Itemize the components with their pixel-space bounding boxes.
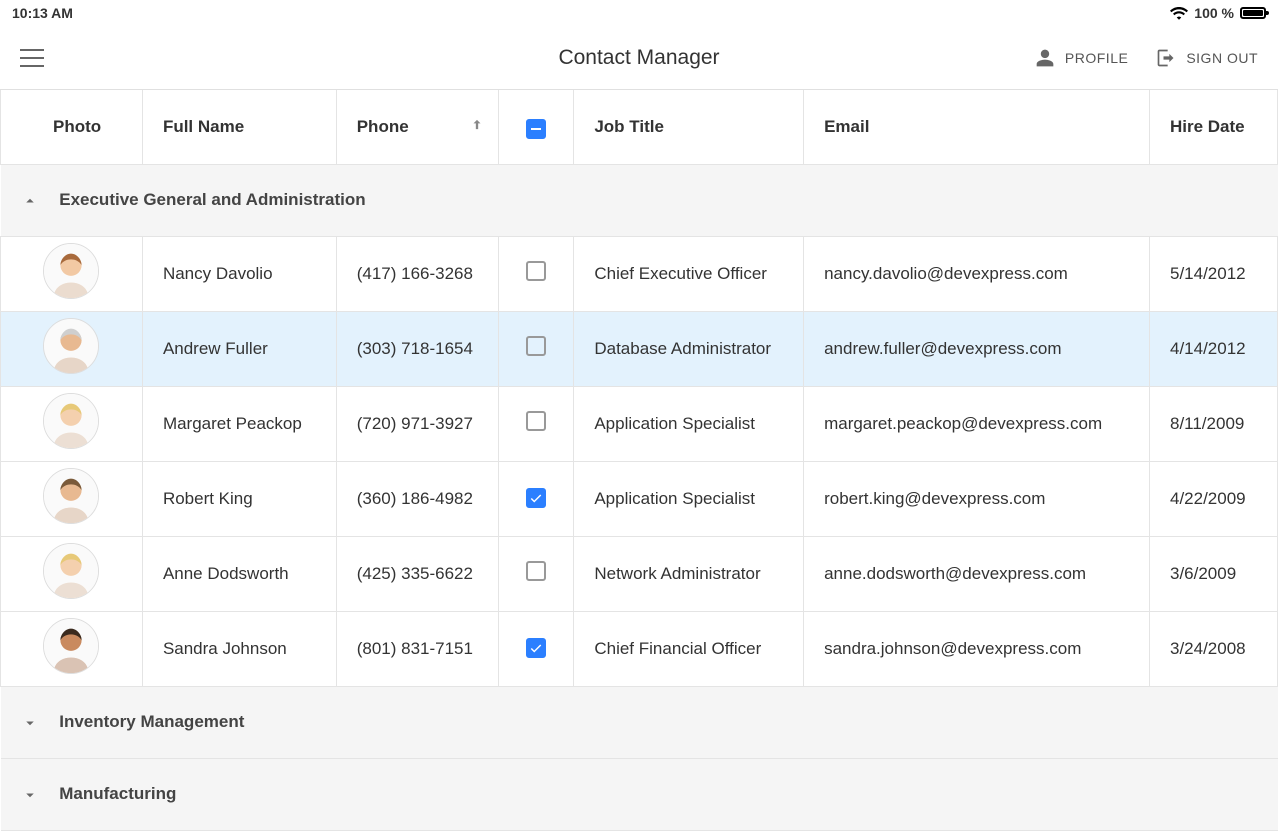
- row-checkbox[interactable]: [526, 336, 546, 356]
- cell-full-name: Robert King: [142, 461, 336, 536]
- battery-icon: [1240, 7, 1266, 19]
- cell-phone: (720) 971-3927: [336, 386, 498, 461]
- profile-button[interactable]: PROFILE: [1035, 48, 1128, 68]
- menu-button[interactable]: [20, 49, 44, 67]
- group-name: Inventory Management: [59, 712, 244, 731]
- table-row[interactable]: Andrew Fuller (303) 718-1654 Database Ad…: [1, 311, 1278, 386]
- cell-full-name: Nancy Davolio: [142, 236, 336, 311]
- contacts-table: Photo Full Name Phone Job Title Email Hi…: [0, 90, 1278, 831]
- cell-job-title: Application Specialist: [574, 461, 804, 536]
- avatar: [43, 243, 99, 299]
- cell-job-title: Chief Financial Officer: [574, 611, 804, 686]
- cell-phone: (801) 831-7151: [336, 611, 498, 686]
- cell-email: anne.dodsworth@devexpress.com: [804, 536, 1150, 611]
- table-row[interactable]: Nancy Davolio (417) 166-3268 Chief Execu…: [1, 236, 1278, 311]
- cell-hire-date: 3/6/2009: [1149, 536, 1277, 611]
- cell-full-name: Anne Dodsworth: [142, 536, 336, 611]
- chevron-down-icon: [21, 714, 41, 732]
- status-bar: 10:13 AM 100 %: [0, 0, 1278, 26]
- cell-email: nancy.davolio@devexpress.com: [804, 236, 1150, 311]
- row-checkbox[interactable]: [526, 411, 546, 431]
- group-name: Manufacturing: [59, 784, 176, 803]
- cell-job-title: Database Administrator: [574, 311, 804, 386]
- cell-hire-date: 3/24/2008: [1149, 611, 1277, 686]
- app-title: Contact Manager: [558, 46, 719, 70]
- cell-hire-date: 5/14/2012: [1149, 236, 1277, 311]
- wifi-icon: [1170, 6, 1188, 20]
- chevron-down-icon: [21, 786, 41, 804]
- signout-button[interactable]: SIGN OUT: [1156, 48, 1258, 68]
- header-checkbox-indeterminate[interactable]: [526, 119, 546, 139]
- table-row[interactable]: Anne Dodsworth (425) 335-6622 Network Ad…: [1, 536, 1278, 611]
- avatar: [43, 393, 99, 449]
- row-checkbox[interactable]: [526, 261, 546, 281]
- table-row[interactable]: Sandra Johnson (801) 831-7151 Chief Fina…: [1, 611, 1278, 686]
- battery-percent: 100 %: [1194, 5, 1234, 21]
- col-photo[interactable]: Photo: [1, 90, 143, 164]
- cell-email: robert.king@devexpress.com: [804, 461, 1150, 536]
- status-time: 10:13 AM: [12, 5, 73, 21]
- col-job-title[interactable]: Job Title: [574, 90, 804, 164]
- cell-job-title: Chief Executive Officer: [574, 236, 804, 311]
- sort-asc-icon: [470, 116, 484, 137]
- table-row[interactable]: Margaret Peackop (720) 971-3927 Applicat…: [1, 386, 1278, 461]
- col-full-name[interactable]: Full Name: [142, 90, 336, 164]
- group-header[interactable]: Inventory Management: [1, 686, 1278, 758]
- group-header[interactable]: Executive General and Administration: [1, 164, 1278, 236]
- cell-job-title: Network Administrator: [574, 536, 804, 611]
- col-hire-date[interactable]: Hire Date: [1149, 90, 1277, 164]
- cell-hire-date: 8/11/2009: [1149, 386, 1277, 461]
- cell-hire-date: 4/22/2009: [1149, 461, 1277, 536]
- avatar: [43, 468, 99, 524]
- cell-phone: (417) 166-3268: [336, 236, 498, 311]
- table-row[interactable]: Robert King (360) 186-4982 Application S…: [1, 461, 1278, 536]
- signout-icon: [1156, 48, 1176, 68]
- cell-phone: (425) 335-6622: [336, 536, 498, 611]
- cell-job-title: Application Specialist: [574, 386, 804, 461]
- group-name: Executive General and Administration: [59, 190, 365, 209]
- status-right: 100 %: [1170, 5, 1266, 21]
- app-bar: Contact Manager PROFILE SIGN OUT: [0, 26, 1278, 90]
- cell-full-name: Sandra Johnson: [142, 611, 336, 686]
- cell-email: sandra.johnson@devexpress.com: [804, 611, 1150, 686]
- avatar: [43, 543, 99, 599]
- row-checkbox[interactable]: [526, 638, 546, 658]
- avatar: [43, 318, 99, 374]
- cell-phone: (303) 718-1654: [336, 311, 498, 386]
- profile-label: PROFILE: [1065, 50, 1128, 66]
- cell-email: andrew.fuller@devexpress.com: [804, 311, 1150, 386]
- row-checkbox[interactable]: [526, 488, 546, 508]
- cell-full-name: Andrew Fuller: [142, 311, 336, 386]
- row-checkbox[interactable]: [526, 561, 546, 581]
- table-header-row: Photo Full Name Phone Job Title Email Hi…: [1, 90, 1278, 164]
- cell-full-name: Margaret Peackop: [142, 386, 336, 461]
- col-email[interactable]: Email: [804, 90, 1150, 164]
- person-icon: [1035, 48, 1055, 68]
- avatar: [43, 618, 99, 674]
- cell-phone: (360) 186-4982: [336, 461, 498, 536]
- signout-label: SIGN OUT: [1186, 50, 1258, 66]
- cell-hire-date: 4/14/2012: [1149, 311, 1277, 386]
- col-phone[interactable]: Phone: [336, 90, 498, 164]
- chevron-up-icon: [21, 192, 41, 210]
- group-header[interactable]: Manufacturing: [1, 758, 1278, 830]
- col-select[interactable]: [498, 90, 574, 164]
- cell-email: margaret.peackop@devexpress.com: [804, 386, 1150, 461]
